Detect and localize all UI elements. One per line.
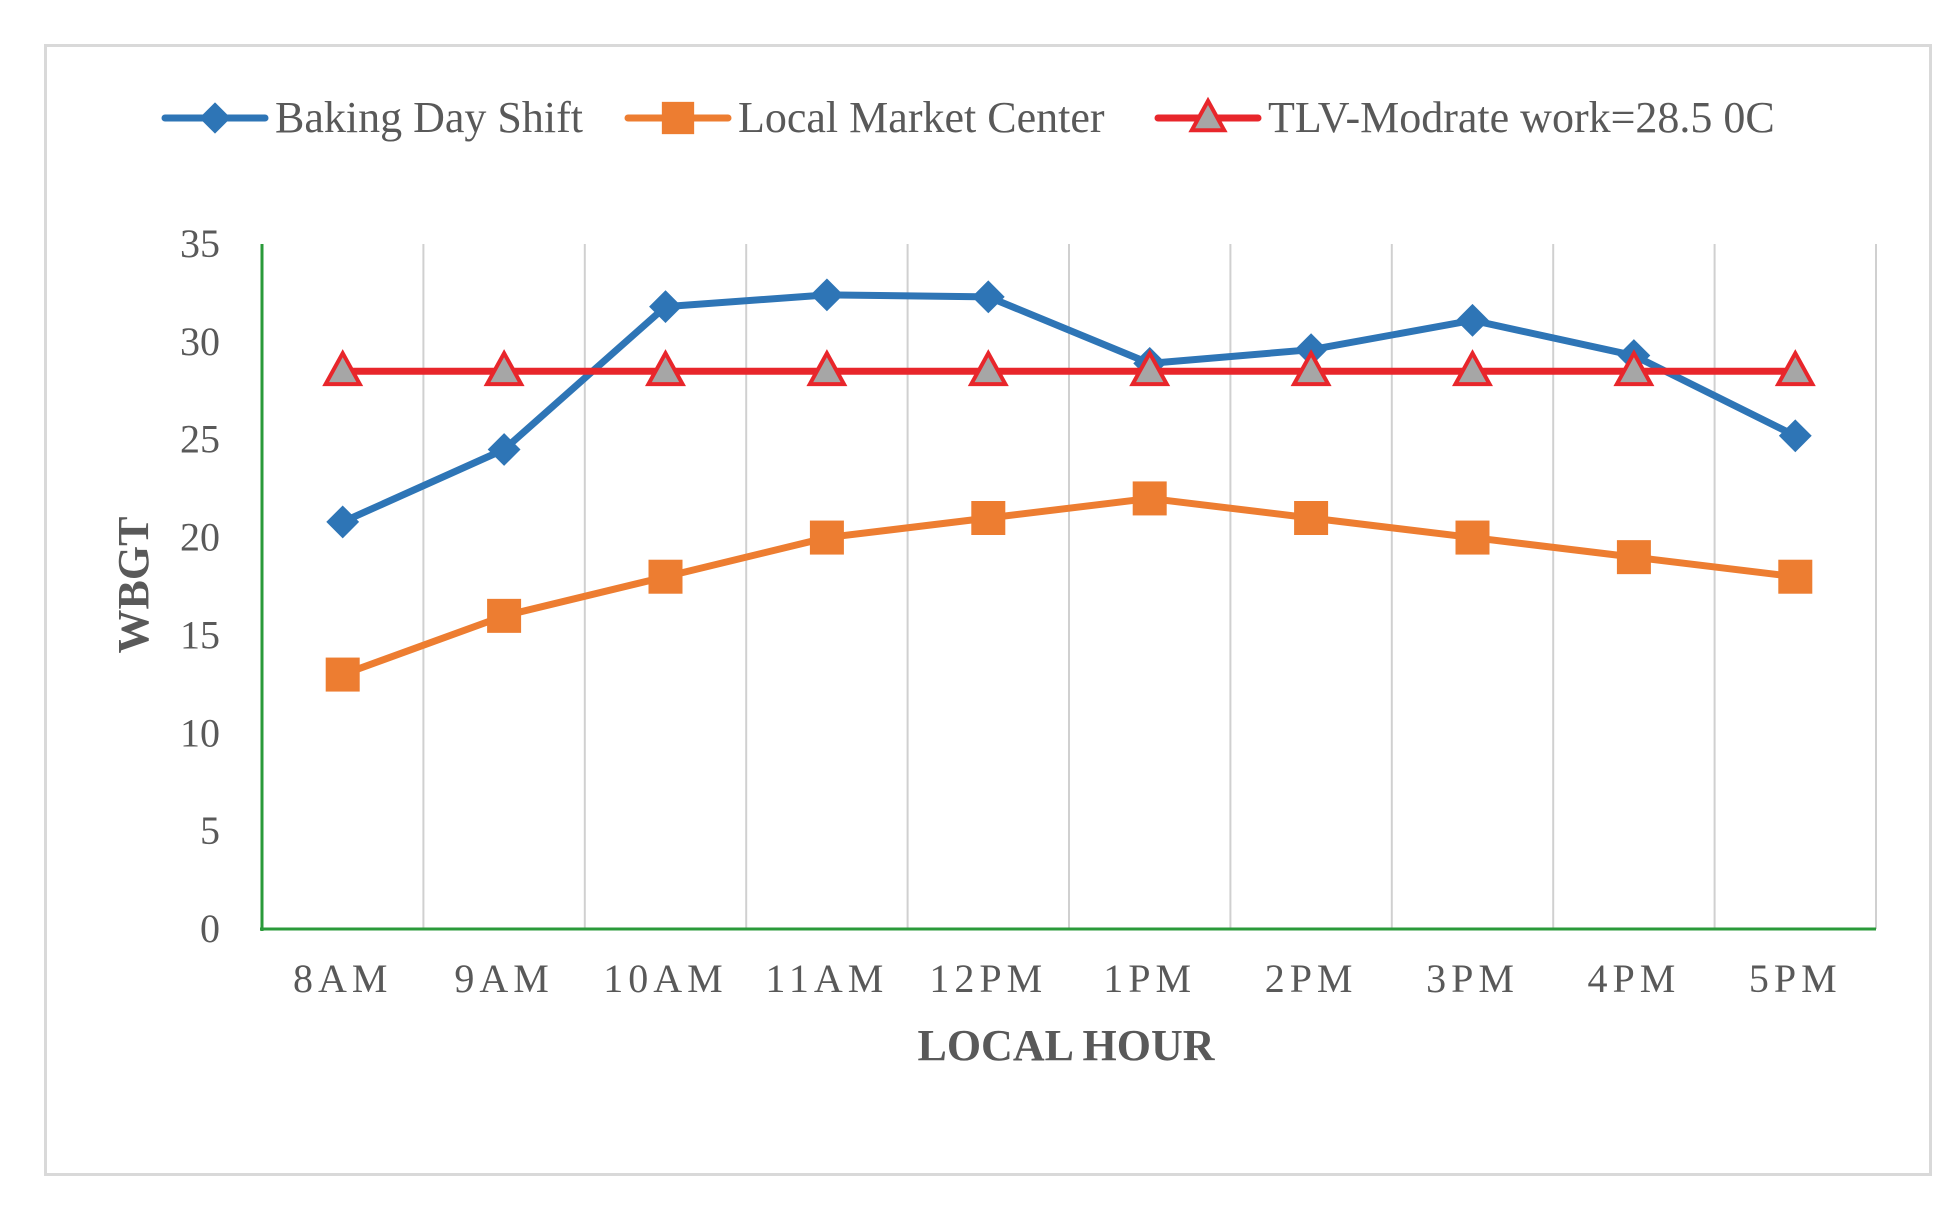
x-tick-label: 10AM <box>603 956 727 1001</box>
data-point <box>487 598 522 633</box>
data-point <box>967 349 1009 387</box>
series-line <box>339 494 1799 679</box>
series <box>322 278 1816 692</box>
data-point <box>648 559 683 594</box>
x-tick-label: 2PM <box>1265 956 1358 1001</box>
data-point <box>1290 349 1332 387</box>
data-point <box>1452 349 1493 387</box>
x-tick-label: 1PM <box>1103 956 1196 1001</box>
chart-frame <box>44 44 1932 1176</box>
legend-swatch-marker <box>1188 96 1228 133</box>
data-point <box>645 349 686 387</box>
x-tick-label: 12PM <box>929 956 1047 1001</box>
legend-swatch-marker <box>661 101 695 135</box>
series-baking-day-shift <box>326 278 1812 539</box>
legend: Baking Day Shift Local Market Center TLV-M… <box>161 93 1775 142</box>
data-point <box>1774 349 1816 387</box>
series-tlv-modrate-work-28-5-0c <box>322 349 1816 387</box>
x-tick-label: 4PM <box>1587 956 1680 1001</box>
data-point <box>322 349 364 387</box>
data-point <box>1778 419 1812 453</box>
x-tick-label: 9AM <box>454 956 553 1001</box>
grid-lines <box>422 244 1877 929</box>
data-point <box>971 501 1006 535</box>
data-point <box>806 349 848 387</box>
data-point <box>487 433 521 466</box>
series-local-market-center <box>325 481 1813 692</box>
legend-label: TLV-Modrate work=28.5 0C <box>1268 93 1775 142</box>
y-tick-label: 30 <box>180 319 220 364</box>
x-tick-label: 11AM <box>765 956 888 1001</box>
legend-label: Local Market Center <box>738 93 1105 142</box>
legend-item: Baking Day Shift <box>161 93 583 142</box>
legend-item: Local Market Center <box>624 93 1105 142</box>
x-axis-title: LOCAL HOUR <box>917 1021 1215 1070</box>
data-point <box>325 657 360 692</box>
y-tick-label: 10 <box>180 710 220 755</box>
y-tick-label: 15 <box>180 612 220 657</box>
x-tick-labels: 8AM 9AM 10AM 11AM 12PM 1PM 2PM 3PM 4PM 5PM <box>293 956 1842 1001</box>
data-point <box>1129 349 1171 387</box>
legend-label: Baking Day Shift <box>275 93 583 142</box>
data-point <box>1455 520 1490 555</box>
data-point <box>1778 559 1813 594</box>
legend-swatch-marker <box>199 102 231 134</box>
y-tick-labels: 0 5 10 15 20 25 30 35 <box>180 221 220 951</box>
axes <box>260 244 1876 931</box>
y-tick-label: 5 <box>200 808 220 853</box>
data-point <box>483 349 525 387</box>
y-axis-title: WBGT <box>109 517 158 654</box>
y-tick-label: 35 <box>180 221 220 266</box>
data-point <box>1294 501 1329 535</box>
data-point <box>971 280 1005 314</box>
data-point <box>810 278 844 312</box>
data-point <box>1616 540 1651 575</box>
x-tick-label: 3PM <box>1426 956 1519 1001</box>
y-tick-label: 0 <box>200 906 220 951</box>
y-tick-label: 20 <box>180 515 220 560</box>
x-tick-label: 5PM <box>1749 956 1842 1001</box>
y-tick-label: 25 <box>180 417 220 462</box>
x-tick-label: 8AM <box>293 956 392 1001</box>
data-point <box>1132 481 1167 516</box>
data-point <box>1456 303 1489 337</box>
series-line <box>339 291 1799 526</box>
data-point <box>1613 349 1655 387</box>
legend-item: TLV-Modrate work=28.5 0C <box>1154 93 1775 142</box>
data-point <box>326 505 360 539</box>
data-point <box>809 520 844 555</box>
data-point <box>649 290 682 324</box>
